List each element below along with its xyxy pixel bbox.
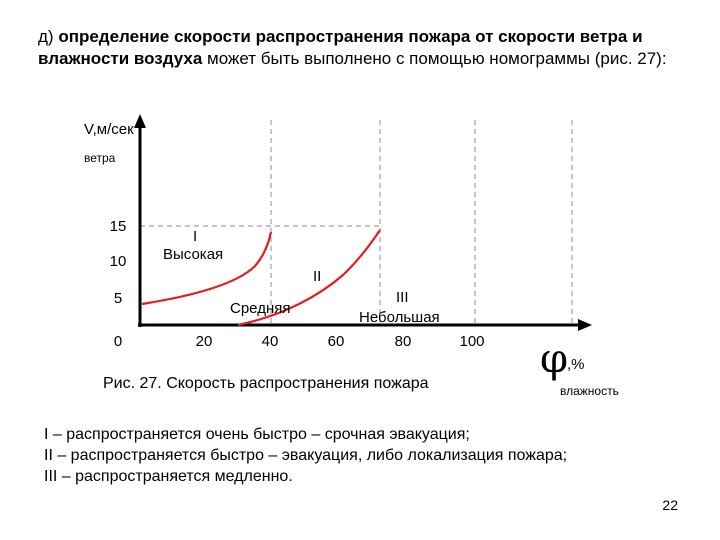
x-tick-label: 80 xyxy=(395,333,412,350)
y-tick-label: 0 xyxy=(114,333,122,350)
x-tick-label: 100 xyxy=(459,333,484,350)
humidity-label: влажность xyxy=(560,384,619,398)
x-tick-label: 40 xyxy=(262,333,279,350)
zone-numeral-ii: II xyxy=(313,268,321,285)
x-tick-label: 60 xyxy=(328,333,345,350)
y-axis-arrow xyxy=(134,114,146,128)
x-tick-labels: 20 40 60 80 100 xyxy=(196,333,485,350)
x-axis-unit: ,% xyxy=(567,356,585,373)
figure-caption: Рис. 27. Скорость распространения пожара xyxy=(103,375,429,392)
zone-labels: I Высокая II Средняя III Небольшая xyxy=(163,228,440,326)
y-tick-label: 15 xyxy=(110,218,127,235)
y-tick-label: 5 xyxy=(114,290,122,307)
legend-item-ii: II – распространяется быстро – эвакуация… xyxy=(44,447,568,464)
intro-prefix: д) xyxy=(38,27,59,46)
legend-item-i: I – распространяется очень быстро – сроч… xyxy=(44,426,470,443)
zone-numeral-i: I xyxy=(193,228,197,245)
zone-name-high: Высокая xyxy=(163,246,223,263)
grid-lines xyxy=(140,120,573,325)
zone-legend: I – распространяется очень быстро – сроч… xyxy=(44,424,567,487)
intro-bold: определение скорости распространения пож… xyxy=(38,27,643,68)
zone-numeral-iii: III xyxy=(396,289,409,306)
y-axis-label: V,м/сек xyxy=(84,121,134,138)
x-axis-symbol: φ xyxy=(540,336,568,382)
y-tick-labels: 0 5 10 15 xyxy=(110,218,127,350)
axes xyxy=(138,126,580,327)
legend-item-iii: III – распространяется медленно. xyxy=(44,468,293,485)
zone-name-low: Небольшая xyxy=(359,309,440,326)
intro-rest: может быть выполнено с помощью номограмм… xyxy=(202,49,667,68)
x-tick-label: 20 xyxy=(196,333,213,350)
curve-medium-low xyxy=(237,229,381,327)
x-axis-arrow xyxy=(578,319,592,331)
curve-high-medium xyxy=(141,231,273,306)
intro-paragraph: д) определение скорости распространения … xyxy=(38,26,688,70)
y-tick-label: 10 xyxy=(110,253,127,270)
page-number: 22 xyxy=(662,497,678,513)
y-axis-sublabel: ветра xyxy=(84,151,116,165)
zone-name-medium: Средняя xyxy=(230,300,290,317)
boundary-curves xyxy=(141,229,381,327)
